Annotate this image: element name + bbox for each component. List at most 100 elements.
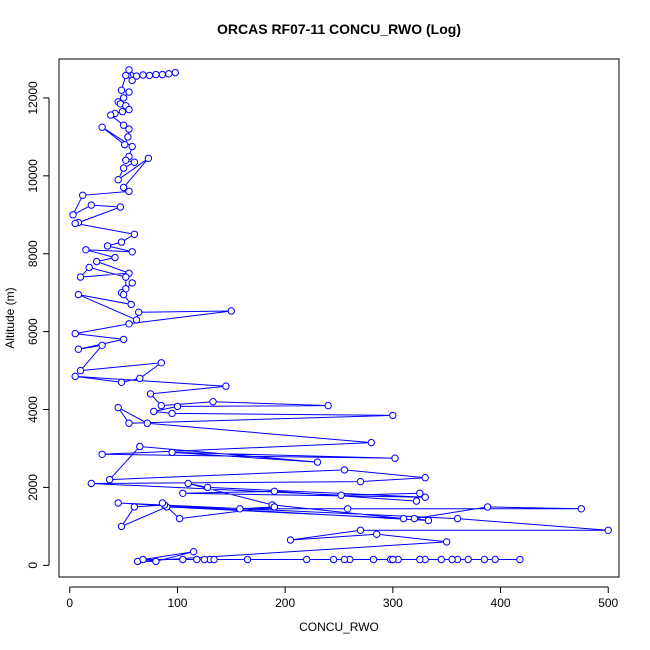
data-point	[150, 407, 158, 416]
data-point	[82, 246, 90, 254]
data-point	[179, 489, 187, 497]
data-series	[69, 66, 612, 566]
data-point	[491, 555, 499, 564]
data-point	[122, 71, 130, 80]
data-point	[421, 493, 429, 501]
data-point	[168, 448, 176, 457]
data-point	[127, 300, 135, 309]
data-point	[132, 316, 141, 324]
data-point	[76, 273, 85, 281]
data-point	[437, 555, 445, 564]
data-point	[227, 307, 236, 315]
data-point	[421, 474, 429, 482]
data-point	[118, 107, 127, 116]
data-point	[391, 454, 399, 462]
data-point	[604, 526, 612, 534]
data-point	[410, 514, 419, 523]
y-tick-label: 0	[26, 562, 40, 569]
y-tick-label: 2000	[26, 474, 40, 501]
data-point	[119, 183, 128, 192]
data-point	[143, 419, 152, 427]
data-point	[128, 76, 136, 85]
data-point	[98, 123, 106, 131]
data-point	[111, 253, 119, 262]
data-point	[130, 230, 139, 239]
data-point	[114, 499, 122, 507]
data-point	[424, 516, 433, 525]
data-point	[98, 450, 106, 458]
data-point	[121, 141, 129, 149]
y-axis: 0 2000 4000 6000 8000 10000 12000	[26, 81, 50, 569]
y-axis-label: Altitude (m)	[3, 287, 17, 348]
x-axis: 0 100 200 300 400 500	[66, 586, 619, 610]
data-point	[119, 94, 128, 102]
data-point	[125, 125, 133, 133]
x-tick-label: 500	[598, 596, 618, 610]
data-point	[389, 411, 397, 420]
data-point	[119, 164, 128, 172]
x-tick-label: 0	[66, 596, 73, 610]
data-point	[453, 514, 462, 523]
series-0	[69, 66, 612, 566]
data-point	[369, 555, 378, 564]
data-point	[125, 88, 133, 96]
data-point	[337, 491, 345, 499]
data-point	[286, 536, 295, 544]
x-tick-label: 200	[275, 596, 295, 610]
data-point	[116, 203, 125, 211]
x-tick-label: 300	[383, 596, 403, 610]
data-point	[119, 335, 128, 344]
data-point	[443, 538, 451, 546]
data-point	[114, 176, 122, 184]
plot-frame	[58, 58, 620, 578]
chart-title: ORCAS RF07-11 CONCU_RWO (Log)	[217, 21, 461, 37]
data-point	[157, 359, 166, 367]
data-point	[119, 121, 128, 129]
data-point	[130, 158, 139, 166]
data-point	[356, 526, 365, 534]
data-point	[74, 345, 83, 353]
data-point	[76, 366, 85, 375]
data-point	[79, 191, 87, 200]
data-point	[136, 442, 144, 451]
data-point	[117, 86, 126, 94]
data-point	[145, 71, 154, 80]
data-point	[135, 308, 143, 316]
data-point	[71, 329, 79, 338]
data-point	[270, 503, 279, 511]
data-point	[367, 438, 375, 447]
data-point	[71, 219, 79, 228]
data-point	[125, 187, 133, 196]
x-tick-label: 100	[167, 596, 187, 610]
data-point	[343, 505, 352, 513]
data-point	[416, 555, 424, 564]
data-point	[139, 555, 147, 564]
data-point	[87, 201, 96, 209]
data-point	[203, 483, 212, 492]
data-point	[122, 273, 130, 281]
data-point	[85, 263, 93, 272]
data-point	[117, 238, 126, 246]
data-point	[103, 242, 112, 250]
data-point	[87, 479, 96, 488]
data-point	[107, 111, 115, 119]
data-point	[122, 156, 130, 165]
data-point	[179, 555, 187, 564]
data-point	[356, 477, 365, 486]
data-point	[313, 458, 322, 466]
data-point	[152, 70, 160, 79]
data-point	[173, 402, 182, 411]
data-point	[124, 133, 132, 141]
data-point	[303, 555, 311, 564]
data-point	[165, 70, 173, 78]
data-point	[132, 72, 141, 80]
data-point	[93, 257, 101, 266]
data-point	[480, 555, 489, 564]
data-point	[483, 503, 492, 511]
data-point	[448, 555, 456, 564]
data-point	[117, 378, 126, 386]
x-axis-label: CONCU_RWO	[299, 620, 379, 634]
data-point	[329, 555, 338, 564]
